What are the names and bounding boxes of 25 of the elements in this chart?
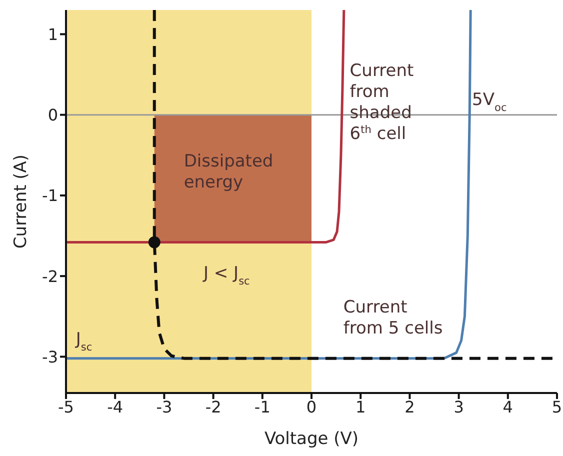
annotation: J < J$_{sc}$ bbox=[202, 264, 250, 288]
y-tick-label: -2 bbox=[42, 266, 58, 286]
x-tick-label: 4 bbox=[502, 397, 513, 416]
line-series bbox=[66, 10, 346, 244]
x-tick-label: 5 bbox=[552, 397, 562, 416]
y-axis-title: Current (A) bbox=[11, 154, 32, 249]
x-tick-label: -4 bbox=[107, 397, 124, 416]
x-tick-label: -3 bbox=[156, 397, 172, 416]
annotation: 5V$_{oc}$ bbox=[472, 90, 507, 114]
y-tick-label: -3 bbox=[42, 347, 58, 366]
annotation: J$_{sc}$ bbox=[74, 330, 92, 354]
x-axis-title: Voltage (V) bbox=[264, 429, 359, 449]
x-tick-label: -1 bbox=[254, 397, 270, 416]
annotation: Current from shaded 6$^{th}$ cell bbox=[350, 61, 414, 144]
x-tick-label: 2 bbox=[404, 397, 415, 416]
x-tick-label: 0 bbox=[306, 397, 317, 416]
x-tick-label: -2 bbox=[205, 397, 222, 416]
x-tick-label: 1 bbox=[356, 397, 366, 416]
y-tick-label: -1 bbox=[42, 186, 58, 206]
y-tick-label: 0 bbox=[48, 106, 58, 124]
x-tick-label: 3 bbox=[454, 397, 464, 416]
x-tick-label: -5 bbox=[58, 397, 74, 416]
annotation: Current from 5 cells bbox=[343, 297, 443, 338]
y-tick-label: 1 bbox=[48, 24, 58, 44]
annotation: Dissipated energy bbox=[184, 151, 274, 192]
